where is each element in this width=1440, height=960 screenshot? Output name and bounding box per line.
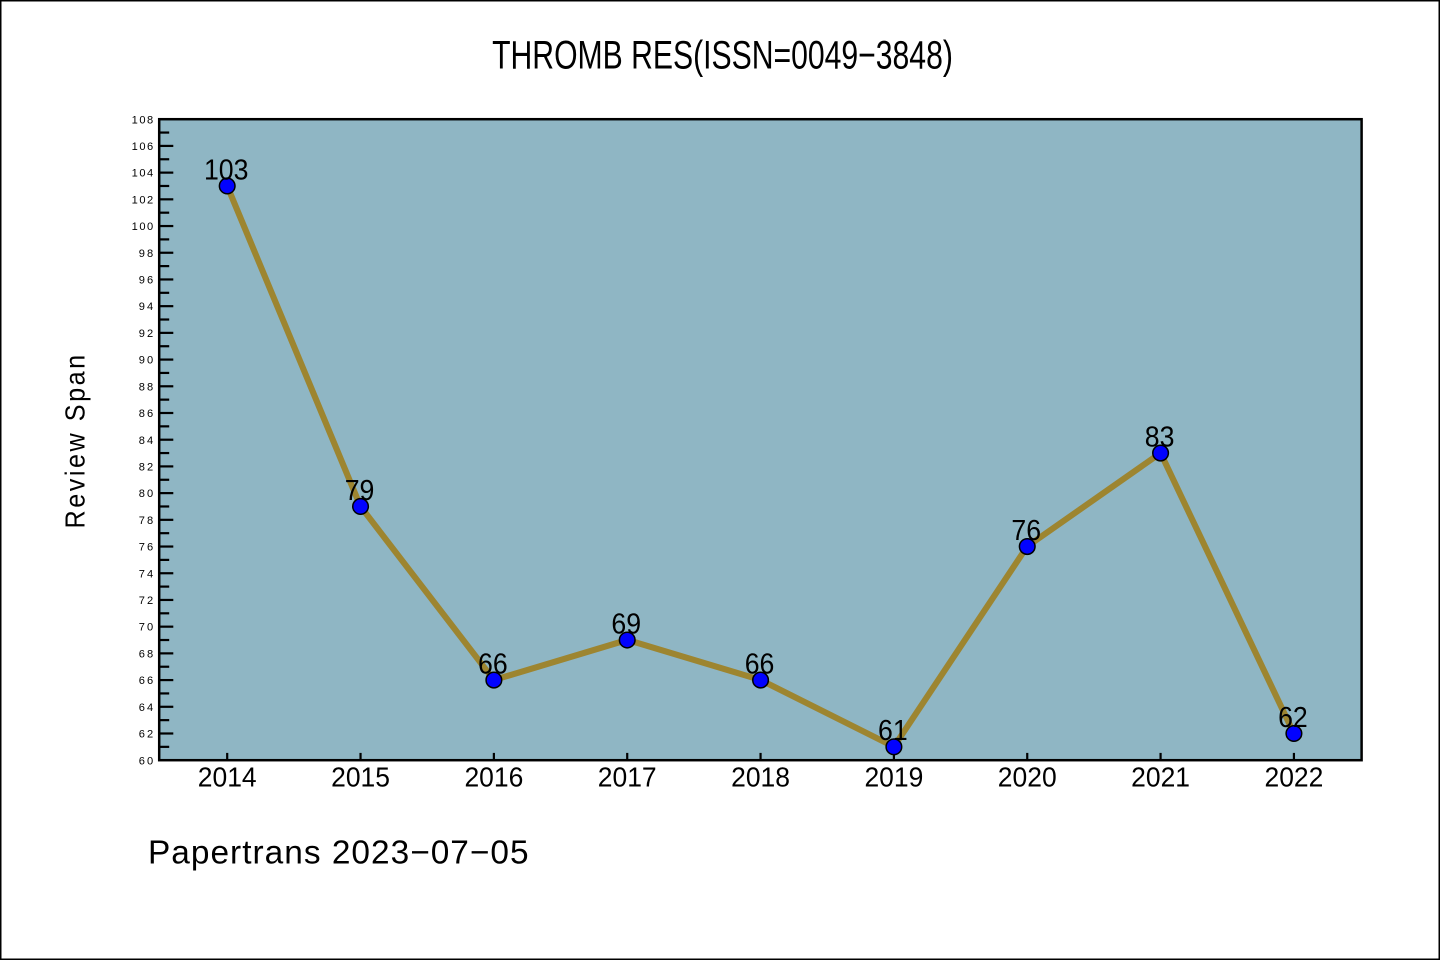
svg-text:2020: 2020 xyxy=(998,761,1057,793)
svg-text:69: 69 xyxy=(611,607,641,639)
svg-text:100: 100 xyxy=(132,221,154,233)
svg-text:2017: 2017 xyxy=(598,761,657,793)
svg-text:83: 83 xyxy=(1145,420,1175,452)
svg-text:2022: 2022 xyxy=(1264,761,1323,793)
svg-text:62: 62 xyxy=(1278,701,1308,733)
svg-text:2018: 2018 xyxy=(731,761,790,793)
svg-text:2021: 2021 xyxy=(1131,761,1190,793)
svg-text:2016: 2016 xyxy=(464,761,523,793)
svg-text:102: 102 xyxy=(132,194,154,206)
svg-text:66: 66 xyxy=(478,647,508,679)
svg-text:108: 108 xyxy=(132,114,154,126)
svg-text:61: 61 xyxy=(878,714,908,746)
svg-text:2019: 2019 xyxy=(864,761,923,793)
svg-text:79: 79 xyxy=(345,474,375,506)
svg-text:Papertrans 2023−07−05: Papertrans 2023−07−05 xyxy=(148,834,530,871)
svg-text:THROMB RES(ISSN=0049−3848): THROMB RES(ISSN=0049−3848) xyxy=(492,33,953,78)
svg-text:2015: 2015 xyxy=(331,761,390,793)
svg-text:66: 66 xyxy=(745,647,775,679)
svg-text:106: 106 xyxy=(132,141,154,153)
svg-text:104: 104 xyxy=(132,168,154,180)
svg-text:103: 103 xyxy=(204,153,249,185)
svg-text:2014: 2014 xyxy=(198,761,257,793)
svg-text:Review Span: Review Span xyxy=(59,355,91,529)
svg-text:76: 76 xyxy=(1011,514,1041,546)
